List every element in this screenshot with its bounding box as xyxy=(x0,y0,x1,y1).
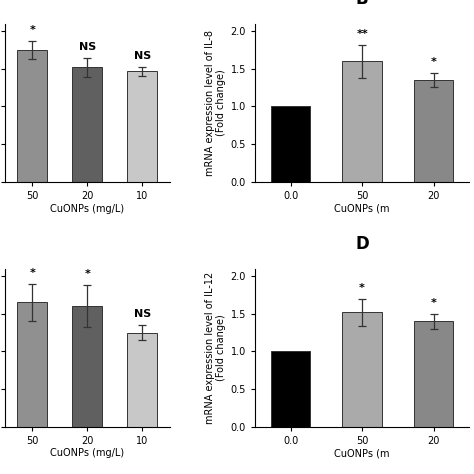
Y-axis label: mRNA expression level of IL-8
(Fold change): mRNA expression level of IL-8 (Fold chan… xyxy=(205,30,227,176)
Bar xyxy=(72,67,102,182)
Text: NS: NS xyxy=(134,51,151,61)
Bar xyxy=(72,306,102,427)
Y-axis label: mRNA expression level of IL-12
(Fold change): mRNA expression level of IL-12 (Fold cha… xyxy=(205,272,227,424)
Bar xyxy=(127,71,157,182)
Bar xyxy=(17,50,47,182)
X-axis label: CuONPs (mg/L): CuONPs (mg/L) xyxy=(50,448,124,458)
Text: *: * xyxy=(29,25,35,35)
Bar xyxy=(414,321,453,427)
Text: B: B xyxy=(356,0,368,8)
Text: D: D xyxy=(355,235,369,253)
Text: *: * xyxy=(84,269,90,279)
Text: *: * xyxy=(29,268,35,278)
Bar xyxy=(17,302,47,427)
X-axis label: CuONPs (m: CuONPs (m xyxy=(334,448,390,458)
Text: NS: NS xyxy=(134,309,151,319)
Bar xyxy=(271,351,310,427)
Bar xyxy=(271,107,310,182)
Text: *: * xyxy=(359,283,365,292)
X-axis label: CuONPs (m: CuONPs (m xyxy=(334,203,390,213)
Text: *: * xyxy=(430,298,437,308)
Text: *: * xyxy=(430,57,437,67)
Bar xyxy=(342,312,382,427)
Text: **: ** xyxy=(356,29,368,39)
Bar xyxy=(414,80,453,182)
Bar xyxy=(127,333,157,427)
Bar xyxy=(342,61,382,182)
Text: NS: NS xyxy=(79,42,96,52)
X-axis label: CuONPs (mg/L): CuONPs (mg/L) xyxy=(50,203,124,213)
